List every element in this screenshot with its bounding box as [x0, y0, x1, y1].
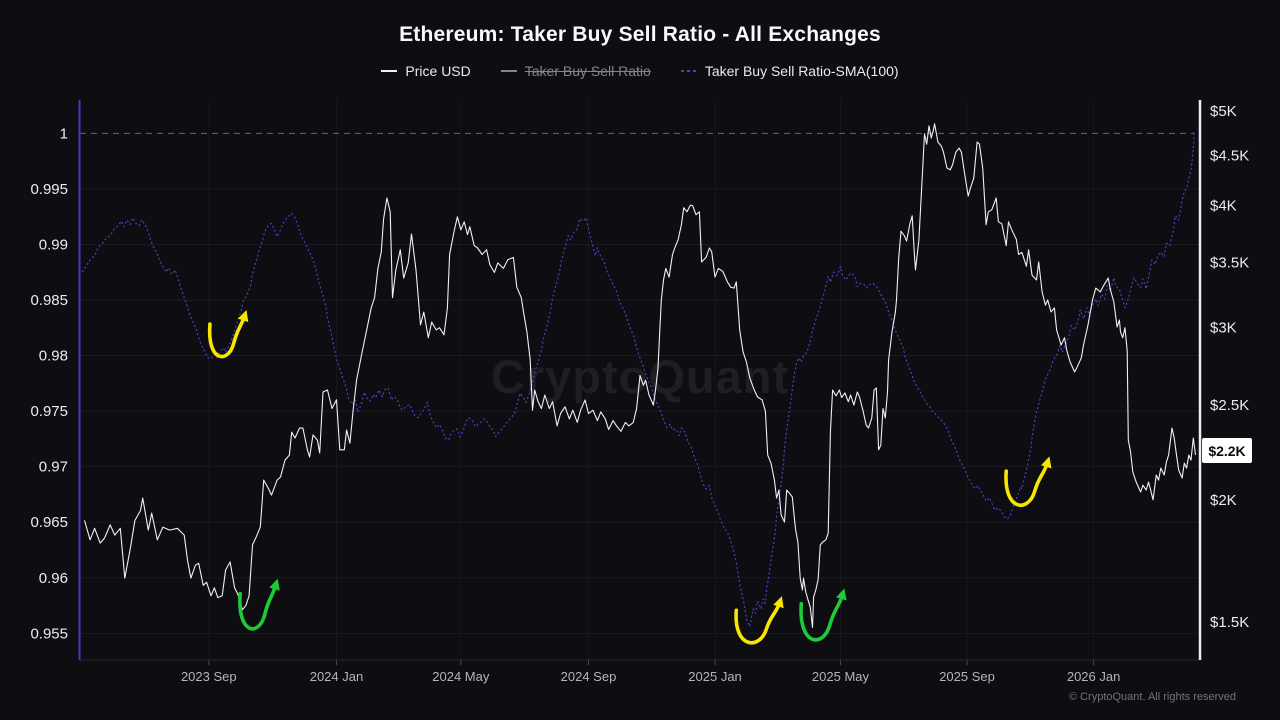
- green-curved-arrow-icon: [799, 588, 847, 642]
- left-axis-tick-label: 0.955: [30, 625, 68, 642]
- left-axis-tick-label: 0.975: [30, 403, 68, 420]
- x-axis-label: 2026 Jan: [1067, 669, 1121, 684]
- green-curved-arrow-icon: [238, 578, 280, 631]
- right-axis-tick-label: $3.5K: [1210, 254, 1249, 271]
- chart-title: Ethereum: Taker Buy Sell Ratio - All Exc…: [399, 23, 881, 46]
- legend-item-0[interactable]: Price USD: [381, 63, 471, 79]
- legend: Price USD Taker Buy Sell Ratio Taker Buy S…: [0, 63, 1280, 79]
- legend-label: Taker Buy Sell Ratio: [524, 63, 651, 79]
- sma-line: [81, 132, 1195, 628]
- x-axis-label: 2025 May: [812, 669, 870, 684]
- right-axis-tick-label: $4.5K: [1210, 148, 1249, 165]
- x-axis-label: 2024 Jan: [310, 669, 364, 684]
- left-axis-tick-label: 0.995: [30, 181, 68, 198]
- right-axis-tick-label: $2.5K: [1210, 397, 1249, 414]
- right-axis-tick-label: $4K: [1210, 198, 1237, 215]
- copyright: © CryptoQuant. All rights reserved: [1068, 691, 1236, 703]
- left-axis-tick-label: 0.97: [39, 459, 68, 476]
- legend-item-2[interactable]: Taker Buy Sell Ratio-SMA(100): [680, 63, 899, 79]
- left-axis-tick-label: 0.98: [39, 348, 68, 365]
- left-axis-tick-label: 0.965: [30, 514, 68, 531]
- x-axis-label: 2023 Sep: [181, 669, 237, 684]
- yellow-curved-arrow-icon: [1004, 456, 1052, 507]
- legend-label: Taker Buy Sell Ratio-SMA(100): [704, 63, 899, 79]
- price-line: [83, 123, 1197, 629]
- x-axis-label: 2024 Sep: [561, 669, 617, 684]
- last-price-badge: $2.2K: [1202, 438, 1252, 463]
- left-axis-tick-label: 0.96: [39, 570, 68, 587]
- yellow-curved-arrow-icon: [734, 596, 784, 645]
- legend-swatch-icon: [500, 70, 517, 72]
- x-axis-label: 2024 May: [432, 669, 490, 684]
- legend-swatch-icon: [680, 70, 697, 72]
- x-axis-label: 2025 Sep: [939, 669, 995, 684]
- yellow-curved-arrow-icon: [207, 309, 249, 359]
- legend-item-1[interactable]: Taker Buy Sell Ratio: [500, 63, 651, 79]
- right-axis-tick-label: $3K: [1210, 320, 1237, 337]
- left-axis-tick-label: 0.99: [39, 236, 68, 253]
- left-axis-tick-label: 0.985: [30, 292, 68, 309]
- right-axis-tick-label: $1.5K: [1210, 614, 1249, 631]
- right-axis-tick-label: $5K: [1210, 103, 1237, 120]
- x-axis-label: 2025 Jan: [688, 669, 742, 684]
- legend-swatch-icon: [381, 70, 398, 72]
- right-axis-tick-label: $2K: [1210, 492, 1237, 509]
- legend-label: Price USD: [405, 63, 471, 79]
- left-axis-tick-label: 1: [60, 125, 68, 142]
